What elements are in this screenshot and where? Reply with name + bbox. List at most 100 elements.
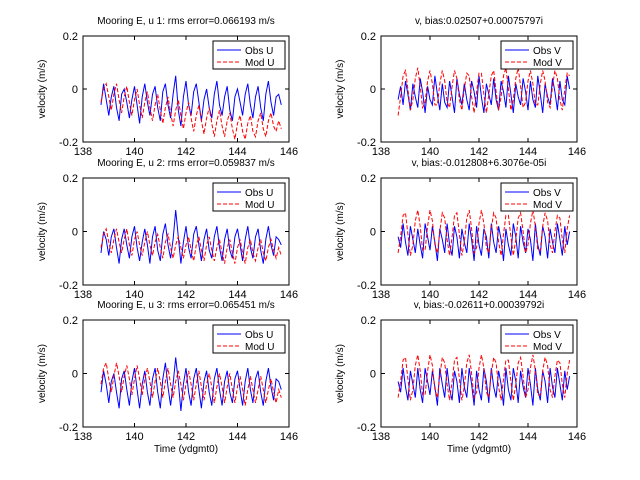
x-tick-label: 144: [228, 146, 246, 158]
x-tick-label: 138: [74, 146, 92, 158]
x-tick-label: 138: [372, 431, 390, 443]
y-tick-label: 0.2: [361, 315, 376, 327]
y-tick-label: -0.2: [59, 280, 78, 292]
y-axis-label: velocity (m/s): [37, 202, 48, 261]
x-tick-label: 140: [421, 431, 439, 443]
subplot-2: 138 140 142 144 146 -0.2 0 0.2 v, bias:0.02507+0…: [335, 16, 586, 158]
legend-label: Mod U: [245, 342, 274, 353]
x-tick-label: 138: [372, 289, 390, 301]
x-tick-label: 140: [125, 146, 143, 158]
legend-box: [500, 40, 574, 70]
subplot-5: 138 140 142 144 146 -0.2 0 0.2 Mooring E, u 3: r…: [37, 300, 298, 455]
x-tick-label: 142: [470, 431, 488, 443]
y-tick-label: 0: [72, 369, 78, 381]
subplot-grid: 138 140 142 144 146 -0.2 0 0.2 Mooring E, u 1: r…: [37, 16, 586, 455]
x-tick-label: 138: [74, 431, 92, 443]
y-tick-label: -0.2: [357, 280, 376, 292]
legend-label: Obs V: [533, 46, 561, 57]
x-tick-label: 144: [519, 146, 537, 158]
x-tick-label: 140: [125, 289, 143, 301]
subplot-title: Mooring E, u 2: rms error=0.059837 m/s: [97, 158, 275, 169]
x-axis-label: Time (ydgmt0): [154, 444, 218, 455]
y-tick-label: 0.2: [361, 173, 376, 185]
legend-label: Mod U: [245, 58, 274, 69]
legend-label: Mod V: [533, 200, 562, 211]
subplot-title: Mooring E, u 1: rms error=0.066193 m/s: [97, 16, 275, 27]
series-line-obs-u: [100, 210, 282, 264]
y-tick-label: 0: [370, 227, 376, 239]
x-tick-label: 142: [470, 289, 488, 301]
legend-box: [212, 40, 286, 70]
subplot-title: v, bias:-0.012808+6.3076e-05i: [412, 158, 547, 169]
x-tick-label: 146: [280, 289, 298, 301]
legend-label: Mod V: [533, 342, 562, 353]
y-tick-label: 0: [72, 227, 78, 239]
legend-box: [500, 324, 574, 354]
series-line-mod-v: [397, 67, 570, 116]
x-tick-label: 140: [421, 289, 439, 301]
x-tick-label: 144: [519, 289, 537, 301]
y-tick-label: -0.2: [59, 422, 78, 434]
subplot-3: 138 140 142 144 146 -0.2 0 0.2 Mooring E, u 2: r…: [37, 158, 298, 301]
x-tick-label: 144: [228, 431, 246, 443]
subplot-title: v, bias:0.02507+0.00075797i: [415, 16, 543, 27]
subplot-title: v, bias:-0.02611+0.00039792i: [414, 300, 545, 311]
y-tick-label: -0.2: [357, 137, 376, 149]
x-axis-label: Time (ydgmt0): [447, 444, 511, 455]
series-line-obs-v: [397, 223, 571, 261]
subplot-4: 138 140 142 144 146 -0.2 0 0.2 v, bias:-0.012808…: [335, 158, 586, 301]
y-tick-label: 0: [72, 84, 78, 96]
y-axis-label: velocity (m/s): [37, 60, 48, 119]
y-axis-label: velocity (m/s): [335, 60, 346, 119]
y-axis-label: velocity (m/s): [335, 344, 346, 403]
x-tick-label: 144: [519, 431, 537, 443]
subplot-6: 138 140 142 144 146 -0.2 0 0.2 v, bias:-0.02611+…: [335, 300, 586, 455]
y-tick-label: 0.2: [63, 315, 78, 327]
legend-label: Obs U: [245, 188, 273, 199]
y-axis-label: velocity (m/s): [37, 344, 48, 403]
series-line-mod-v: [397, 209, 571, 256]
x-tick-label: 138: [74, 289, 92, 301]
x-tick-label: 140: [421, 146, 439, 158]
series-line-mod-v: [397, 354, 571, 401]
x-tick-label: 142: [177, 431, 195, 443]
series-line-mod-u: [100, 361, 282, 406]
x-tick-label: 140: [125, 431, 143, 443]
legend-label: Mod U: [245, 200, 274, 211]
y-tick-label: 0.2: [361, 31, 376, 43]
x-tick-label: 138: [372, 146, 390, 158]
series-line-mod-u: [100, 227, 282, 264]
legend-label: Obs U: [245, 330, 273, 341]
y-tick-label: 0.2: [63, 173, 78, 185]
legend-box: [500, 182, 574, 212]
y-tick-label: -0.2: [357, 422, 376, 434]
x-tick-label: 144: [228, 289, 246, 301]
subplot-title: Mooring E, u 3: rms error=0.065451 m/s: [97, 300, 275, 311]
x-tick-label: 146: [568, 146, 586, 158]
y-tick-label: -0.2: [59, 137, 78, 149]
y-axis-label: velocity (m/s): [335, 202, 346, 261]
subplot-1: 138 140 142 144 146 -0.2 0 0.2 Mooring E, u 1: r…: [37, 16, 298, 158]
y-tick-label: 0: [370, 84, 376, 96]
y-tick-label: 0.2: [63, 31, 78, 43]
y-tick-label: 0: [370, 369, 376, 381]
legend-box: [212, 182, 286, 212]
x-tick-label: 146: [280, 431, 298, 443]
legend-label: Obs V: [533, 188, 561, 199]
x-tick-label: 146: [568, 431, 586, 443]
legend-label: Obs V: [533, 330, 561, 341]
x-tick-label: 142: [177, 146, 195, 158]
legend-box: [212, 324, 286, 354]
x-tick-label: 146: [568, 289, 586, 301]
x-tick-label: 146: [280, 146, 298, 158]
x-tick-label: 142: [470, 146, 488, 158]
legend-label: Obs U: [245, 46, 273, 57]
